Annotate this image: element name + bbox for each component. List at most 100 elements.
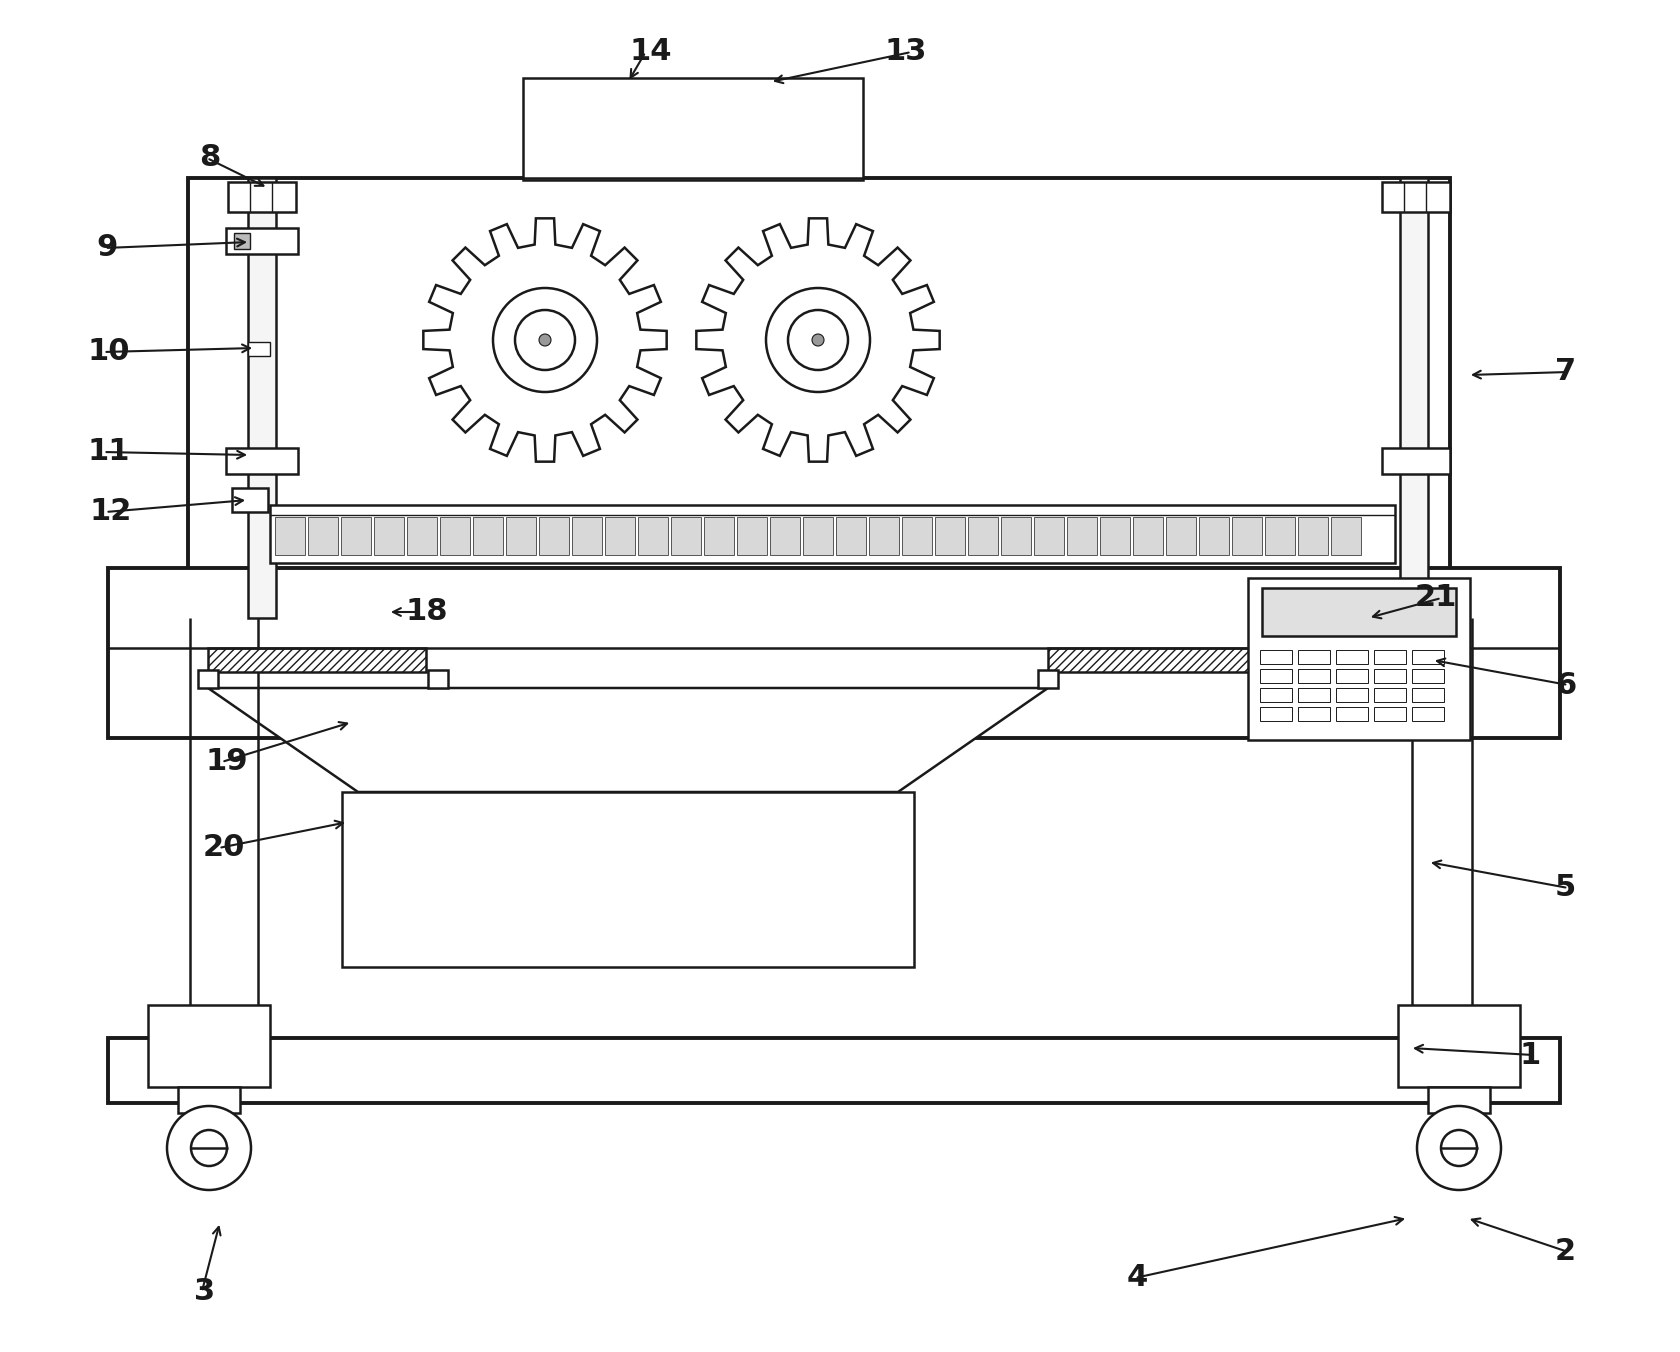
Bar (1411, 688, 1443, 702)
Text: 19: 19 (205, 748, 249, 776)
Bar (1198, 516, 1228, 556)
Bar (1260, 688, 1292, 702)
Bar (1373, 707, 1404, 721)
Bar (1373, 688, 1404, 702)
Bar (769, 516, 800, 556)
Bar (1411, 707, 1443, 721)
Bar (1265, 516, 1294, 556)
Bar (1132, 516, 1163, 556)
Bar (1336, 669, 1368, 683)
Bar (1037, 671, 1057, 688)
Bar (249, 178, 276, 618)
Bar (835, 516, 865, 556)
Bar (1047, 648, 1265, 672)
Text: 20: 20 (203, 833, 245, 863)
Text: 10: 10 (87, 338, 129, 366)
Text: 18: 18 (405, 598, 449, 626)
Bar (428, 671, 449, 688)
Text: 7: 7 (1554, 357, 1576, 387)
Bar (638, 516, 667, 556)
Bar (902, 516, 931, 556)
Circle shape (788, 310, 847, 370)
Text: 21: 21 (1415, 584, 1457, 612)
Polygon shape (423, 218, 667, 461)
Bar (1297, 650, 1329, 664)
Circle shape (1440, 1130, 1477, 1165)
Bar (341, 792, 914, 967)
Circle shape (166, 1106, 250, 1190)
Bar (1297, 669, 1329, 683)
Text: 9: 9 (96, 234, 118, 262)
Bar (208, 648, 425, 672)
Circle shape (811, 334, 823, 346)
Bar (472, 516, 502, 556)
Text: 11: 11 (87, 438, 129, 466)
Polygon shape (208, 688, 1047, 792)
Bar (270, 506, 1394, 562)
Text: 12: 12 (89, 498, 133, 526)
Bar (605, 516, 635, 556)
Bar (1336, 688, 1368, 702)
Bar (736, 516, 766, 556)
Bar (1411, 669, 1443, 683)
Text: 8: 8 (198, 143, 220, 173)
Text: 4: 4 (1126, 1264, 1147, 1293)
Bar (1336, 707, 1368, 721)
Bar (188, 178, 1450, 618)
Circle shape (492, 288, 596, 392)
Bar (1373, 669, 1404, 683)
Bar (968, 516, 998, 556)
Polygon shape (696, 218, 939, 461)
Bar (506, 516, 536, 556)
Bar (1411, 650, 1443, 664)
Text: 2: 2 (1554, 1237, 1576, 1267)
Bar (1267, 671, 1287, 688)
Circle shape (1416, 1106, 1500, 1190)
Bar (341, 516, 371, 556)
Bar (934, 516, 964, 556)
Bar (228, 183, 296, 212)
Bar (108, 1038, 1559, 1103)
Bar (1067, 516, 1097, 556)
Bar (249, 342, 270, 356)
Circle shape (192, 1130, 227, 1165)
Bar (1262, 588, 1455, 635)
Bar (1231, 516, 1262, 556)
Text: 5: 5 (1554, 873, 1576, 903)
Bar (225, 228, 297, 254)
Bar (108, 568, 1559, 738)
Bar (1297, 688, 1329, 702)
Bar (704, 516, 734, 556)
Bar (276, 516, 304, 556)
Text: 1: 1 (1519, 1041, 1541, 1069)
Text: 6: 6 (1554, 671, 1576, 699)
Bar (1260, 669, 1292, 683)
Circle shape (514, 310, 575, 370)
Circle shape (766, 288, 870, 392)
Bar (1260, 650, 1292, 664)
Bar (1297, 707, 1329, 721)
Text: 14: 14 (628, 38, 672, 66)
Bar (803, 516, 833, 556)
Circle shape (539, 334, 551, 346)
Bar (234, 233, 250, 249)
Bar (1426, 1087, 1488, 1113)
Text: 3: 3 (193, 1278, 215, 1306)
Bar (1000, 516, 1030, 556)
Bar (1381, 183, 1450, 212)
Bar (1099, 516, 1129, 556)
Text: 13: 13 (884, 38, 927, 66)
Bar (1260, 707, 1292, 721)
Bar (1399, 178, 1426, 618)
Bar (1373, 650, 1404, 664)
Bar (198, 671, 218, 688)
Bar (1381, 448, 1450, 475)
Bar (307, 516, 338, 556)
Bar (1297, 516, 1327, 556)
Bar (1247, 579, 1468, 740)
Bar (232, 488, 267, 512)
Bar (1398, 1005, 1519, 1087)
Bar (225, 448, 297, 475)
Bar (1033, 516, 1063, 556)
Bar (539, 516, 568, 556)
